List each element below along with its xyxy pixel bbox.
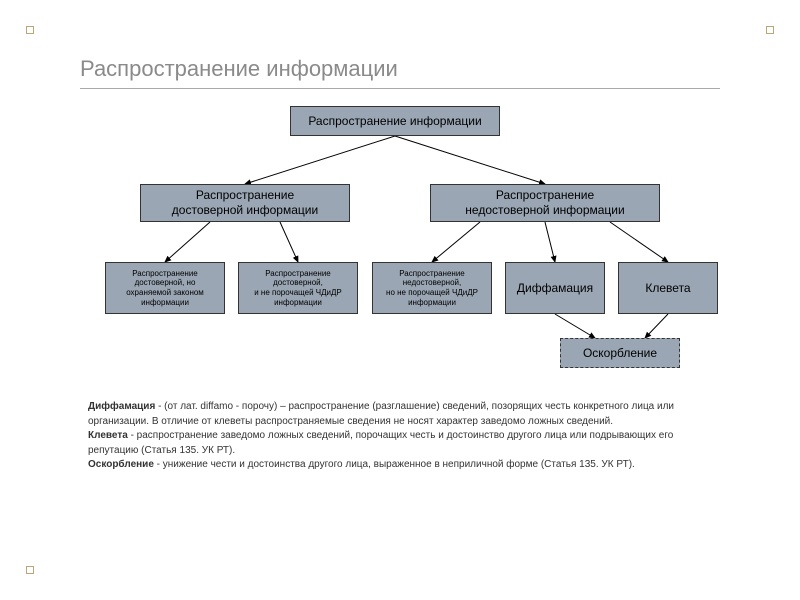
edge-right-r3 [610,222,668,262]
definition-item: Диффамация - (от лат. diffamo - порочу) … [88,400,718,429]
definition-term: Диффамация [88,401,155,412]
edge-right-r2 [545,222,555,262]
node-right: Распространениенедостоверной информации [430,184,660,222]
definitions-block: Диффамация - (от лат. diffamo - порочу) … [88,400,718,473]
edge-r2-osk [555,314,595,338]
definition-item: Клевета - распространение заведомо ложны… [88,429,718,458]
node-left: Распространениедостоверной информации [140,184,350,222]
node-r1: Распространениенедостоверной,но не пороч… [372,262,492,314]
edge-right-r1 [432,222,480,262]
edge-r3-osk [645,314,668,338]
definition-term: Клевета [88,430,128,441]
edge-left-l2 [280,222,298,262]
definition-item: Оскорбление - унижение чести и достоинст… [88,458,718,473]
edge-root-right [395,136,545,184]
edge-root-left [245,136,395,184]
node-l2: Распространениедостоверной,и не порочаще… [238,262,358,314]
definition-text: - (от лат. diffamo - порочу) – распростр… [88,401,674,427]
definition-term: Оскорбление [88,459,154,470]
definition-text: - распространение заведомо ложных сведен… [88,430,673,456]
edge-left-l1 [165,222,210,262]
node-osk: Оскорбление [560,338,680,368]
definition-text: - унижение чести и достоинства другого л… [154,459,635,470]
node-r2: Диффамация [505,262,605,314]
node-r3: Клевета [618,262,718,314]
node-root: Распространение информации [290,106,500,136]
node-l1: Распространениедостоверной, ноохраняемой… [105,262,225,314]
